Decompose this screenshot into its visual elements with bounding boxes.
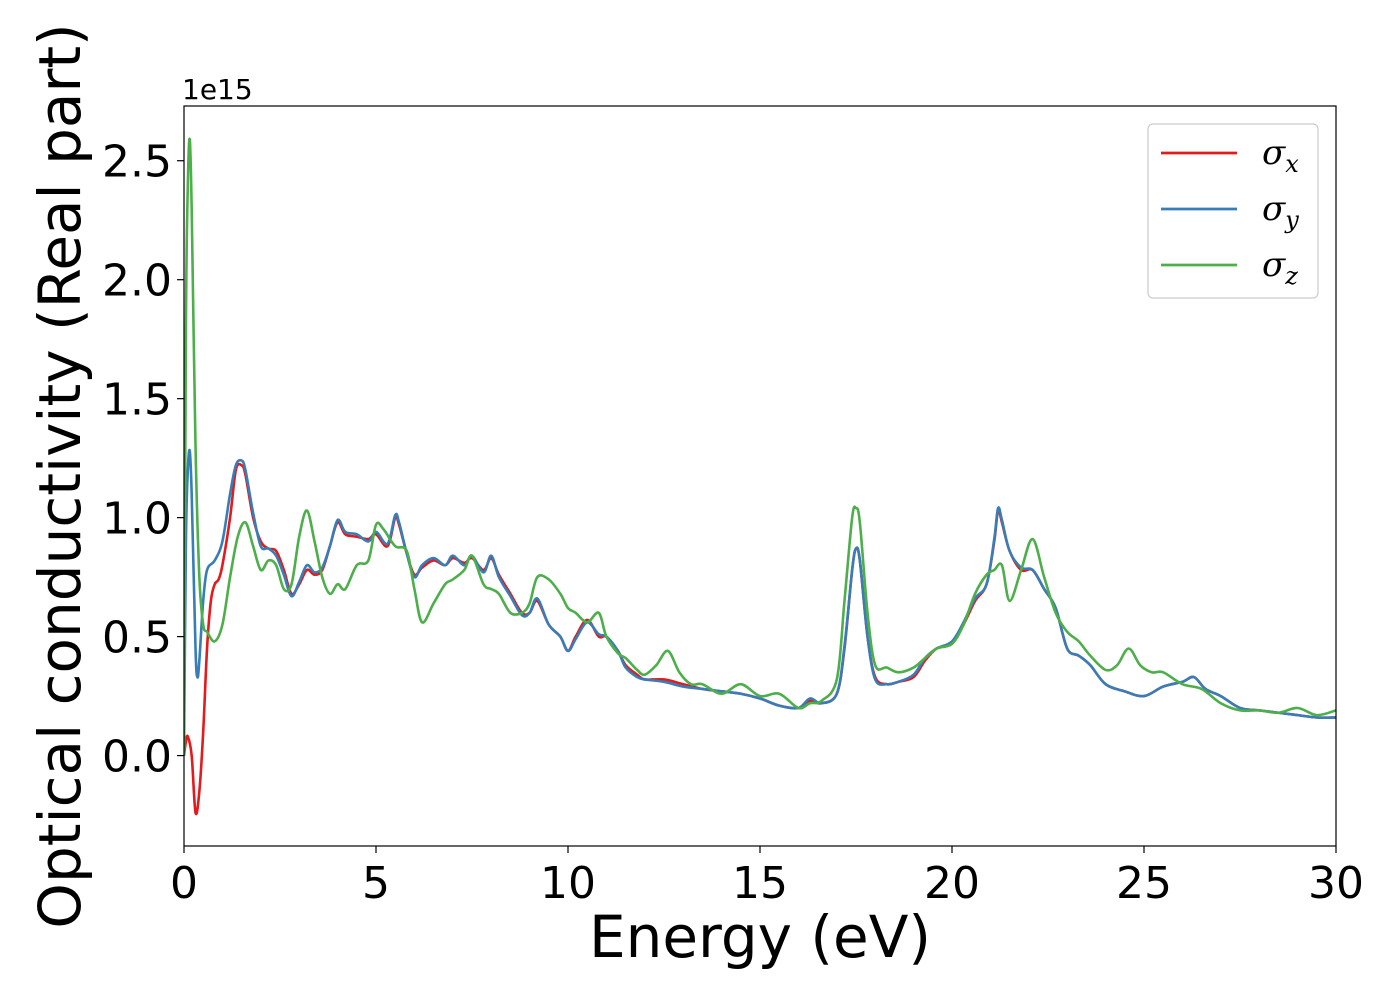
x-tick-label: 15: [732, 858, 788, 909]
x-axis-label: Energy (eV): [589, 903, 931, 971]
series-line-sigma-z: [184, 137, 1336, 756]
x-tick-label: 30: [1308, 858, 1364, 909]
series-layer: [184, 137, 1336, 816]
y-tick-label: 2.0: [102, 256, 172, 307]
x-tick-label: 20: [924, 858, 980, 909]
y-offset-label: 1e15: [182, 73, 253, 106]
y-tick-label: 0.5: [102, 613, 172, 664]
x-axis-ticks: 0 5 10 15 20 25 30: [170, 846, 1364, 909]
y-tick-label: 1.0: [102, 494, 172, 545]
x-tick-label: 5: [362, 858, 390, 909]
x-tick-label: 25: [1116, 858, 1172, 909]
y-axis-label: Optical conductivity (Real part): [26, 23, 94, 928]
x-tick-label: 0: [170, 858, 198, 909]
y-axis-ticks: 0.0 0.5 1.0 1.5 2.0 2.5: [102, 137, 184, 783]
x-tick-label: 10: [540, 858, 596, 909]
y-tick-label: 1.5: [102, 375, 172, 426]
series-line-sigma-y: [184, 448, 1336, 756]
y-tick-label: 0.0: [102, 732, 172, 783]
legend-frame: [1147, 123, 1319, 299]
series-line-sigma-x: [184, 462, 1336, 816]
y-tick-label: 2.5: [102, 137, 172, 188]
